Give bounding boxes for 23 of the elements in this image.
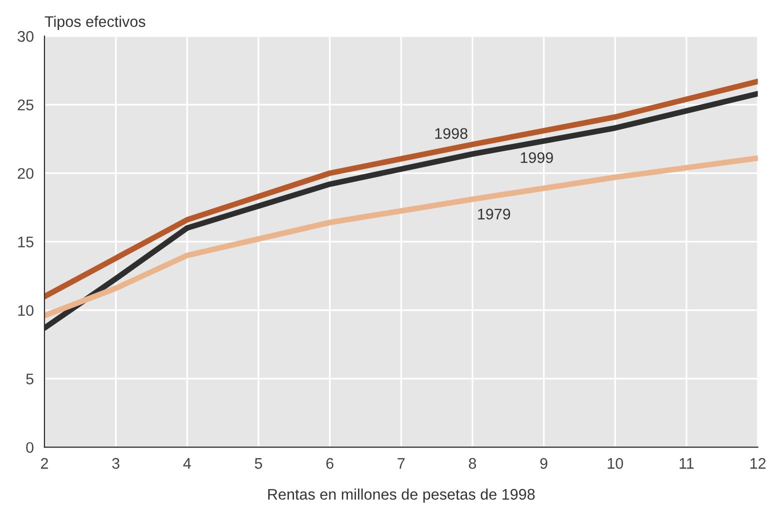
y-tick-label: 15 <box>18 236 34 248</box>
series-label: 1998 <box>435 128 468 139</box>
x-tick-label: 9 <box>540 458 548 469</box>
y-axis-title: Tipos efectivos <box>44 16 146 30</box>
series-label: 1979 <box>478 208 510 220</box>
y-tick-label: 20 <box>18 168 34 179</box>
y-tick-label: 5 <box>26 374 34 384</box>
y-tick-label: 25 <box>18 100 34 110</box>
x-tick-label: 5 <box>254 458 262 469</box>
x-tick-label: 10 <box>608 458 624 469</box>
x-tick-label: 11 <box>680 458 694 469</box>
y-tick-label: 0 <box>26 442 34 453</box>
x-tick-label: 8 <box>468 458 476 469</box>
x-tick-label: 4 <box>183 458 191 469</box>
x-tick-label: 3 <box>112 458 120 469</box>
series-label: 1999 <box>520 152 553 164</box>
x-tick-label: 12 <box>750 458 766 469</box>
y-tick-label: 10 <box>18 305 34 316</box>
x-tick-label: 7 <box>398 458 405 469</box>
y-tick-label: 30 <box>18 31 34 42</box>
x-tick-label: 6 <box>326 458 334 469</box>
x-tick-label: 2 <box>41 458 48 469</box>
x-axis-title: Rentas en millones de pesetas de 1998 <box>268 488 535 503</box>
